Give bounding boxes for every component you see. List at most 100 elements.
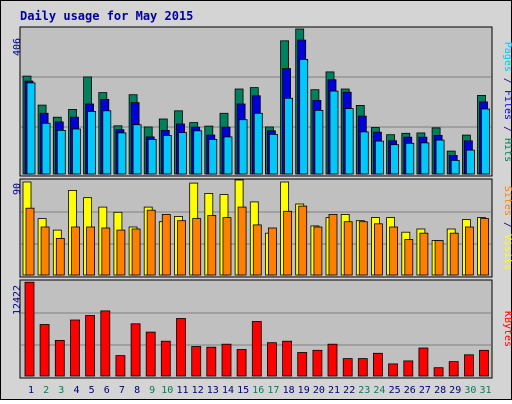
bar-sites-day-22: [343, 221, 353, 276]
bar-pages-day-18: [284, 97, 294, 175]
x-tick-label: 20: [313, 385, 325, 396]
bar-sites-day-24: [373, 223, 383, 276]
panel-bot-max-label: 12422: [12, 285, 23, 315]
bar-pages-day-10: [162, 134, 172, 175]
bar-pages-day-6: [102, 110, 112, 175]
bar-sites-day-20: [313, 226, 323, 276]
bar-sites-day-31: [480, 218, 489, 276]
bar-kbytes-day-16: [251, 321, 262, 377]
bar-kbytes-day-2: [39, 324, 50, 377]
bar-pages-day-21: [329, 90, 339, 175]
x-tick-label: 22: [343, 385, 355, 396]
bar-sites-day-5: [86, 226, 95, 276]
bar-kbytes-day-22: [342, 358, 353, 377]
bar-pages-day-28: [435, 139, 445, 175]
x-tick-label: 28: [434, 385, 446, 396]
bar-pages-day-27: [420, 142, 430, 175]
bar-sites-day-14: [222, 217, 232, 276]
bar-pages-day-26: [405, 142, 415, 175]
bar-kbytes-day-5: [85, 315, 95, 377]
panel-top-legend: Pages / Files / Hits: [502, 42, 512, 162]
bar-sites-day-19: [298, 205, 308, 276]
x-tick-label: 7: [119, 385, 125, 396]
x-tick-label: 1: [28, 385, 34, 396]
x-tick-label: 12: [192, 385, 204, 396]
bar-sites-day-25: [389, 226, 399, 276]
bar-kbytes-day-25: [388, 363, 399, 377]
bar-kbytes-day-20: [312, 349, 323, 377]
bar-sites-day-17: [267, 227, 277, 276]
chart-title: Daily usage for May 2015: [20, 9, 193, 23]
bar-pages-day-24: [374, 140, 384, 175]
bar-sites-day-12: [192, 218, 202, 276]
bar-pages-day-20: [314, 110, 324, 175]
bar-kbytes-day-21: [327, 343, 338, 377]
bar-pages-day-25: [390, 144, 400, 175]
x-tick-label: 13: [207, 385, 219, 396]
bar-sites-day-9: [146, 209, 156, 276]
bar-kbytes-day-31: [479, 349, 489, 377]
bar-pages-day-17: [268, 133, 278, 175]
bar-kbytes-day-1: [24, 281, 35, 377]
x-tick-label: 29: [449, 385, 461, 396]
bar-kbytes-day-24: [372, 352, 383, 377]
bar-kbytes-day-6: [100, 310, 111, 377]
bar-pages-day-5: [87, 111, 96, 175]
bar-pages-day-13: [208, 138, 218, 175]
bar-sites-day-30: [464, 226, 474, 276]
panel-bot-bars: [24, 281, 489, 377]
x-tick-label: 31: [479, 385, 491, 396]
bar-kbytes-day-27: [418, 347, 429, 377]
x-tick-label: 14: [222, 385, 234, 396]
bar-sites-day-15: [237, 206, 247, 276]
x-tick-label: 21: [328, 385, 340, 396]
panel-mid-legend: Sites / Visits: [502, 186, 512, 270]
bar-pages-day-15: [238, 119, 248, 175]
legend-part: /: [502, 72, 512, 90]
bar-kbytes-day-10: [160, 340, 171, 377]
x-tick-label: 24: [373, 385, 385, 396]
bar-sites-day-21: [328, 213, 338, 276]
bar-pages-day-8: [132, 124, 142, 175]
bar-sites-day-28: [434, 240, 444, 276]
bar-sites-day-11: [177, 220, 186, 276]
bar-pages-day-16: [253, 112, 263, 175]
bar-kbytes-day-14: [221, 343, 232, 377]
bar-sites-day-1: [25, 207, 35, 276]
x-tick-label: 10: [161, 385, 173, 396]
bar-pages-day-4: [72, 128, 81, 175]
x-tick-label: 6: [104, 385, 110, 396]
bar-kbytes-day-19: [297, 352, 308, 377]
bar-kbytes-day-30: [463, 354, 474, 377]
bar-pages-day-7: [117, 132, 127, 175]
x-tick-label: 8: [134, 385, 140, 396]
legend-part: Pages: [502, 42, 512, 72]
bar-kbytes-day-8: [130, 323, 141, 377]
x-tick-label: 2: [43, 385, 49, 396]
bar-kbytes-day-11: [176, 318, 186, 377]
bar-pages-day-30: [465, 149, 475, 175]
bar-pages-day-9: [147, 138, 157, 175]
legend-part: Visits: [502, 234, 512, 270]
legend-part: Sites: [502, 186, 512, 216]
bar-sites-day-26: [404, 239, 414, 276]
bar-pages-day-22: [344, 108, 354, 175]
panel-visits-sites: 90 Sites / Visits: [12, 178, 512, 278]
bar-kbytes-day-26: [403, 360, 414, 377]
bar-sites-day-6: [101, 227, 111, 276]
x-tick-label: 27: [419, 385, 431, 396]
bar-kbytes-day-17: [266, 342, 277, 377]
x-tick-label: 25: [389, 385, 401, 396]
x-tick-label: 9: [149, 385, 155, 396]
x-tick-label: 11: [176, 385, 188, 396]
bar-pages-day-2: [41, 122, 51, 175]
panel-top-max-label: 406: [12, 38, 23, 56]
x-tick-label: 26: [404, 385, 416, 396]
x-tick-label: 15: [237, 385, 249, 396]
bar-kbytes-day-18: [282, 340, 293, 377]
x-tick-label: 16: [252, 385, 264, 396]
bar-pages-day-3: [56, 129, 66, 175]
bar-sites-day-16: [252, 224, 262, 276]
